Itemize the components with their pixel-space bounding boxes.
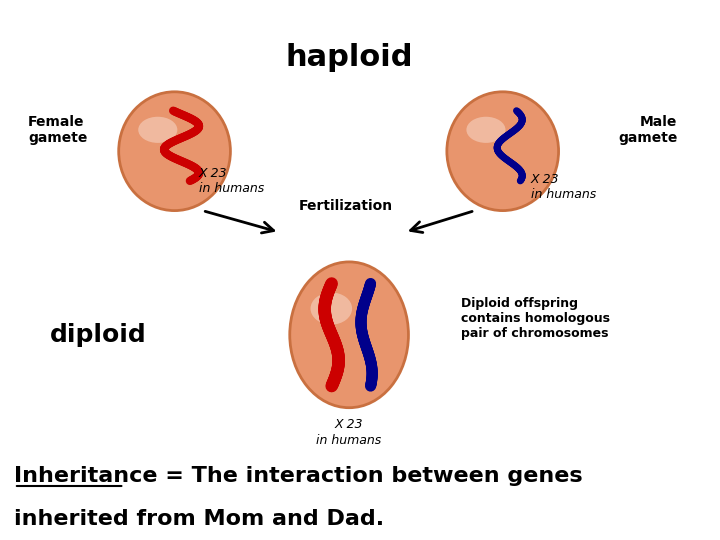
Ellipse shape [119,92,230,211]
Text: Male
gamete: Male gamete [618,114,678,145]
Text: Inheritance = The interaction between genes: Inheritance = The interaction between ge… [14,466,582,486]
Ellipse shape [289,262,408,408]
Text: X 23
in humans: X 23 in humans [317,418,382,447]
Text: Diploid offspring
contains homologous
pair of chromosomes: Diploid offspring contains homologous pa… [461,297,610,340]
Text: diploid: diploid [50,323,147,347]
Text: Fertilization: Fertilization [299,199,392,213]
Ellipse shape [467,117,505,143]
Text: X 23
in humans: X 23 in humans [199,167,264,195]
Ellipse shape [310,293,352,325]
Text: haploid: haploid [285,43,413,72]
Text: inherited from Mom and Dad.: inherited from Mom and Dad. [14,509,384,529]
Ellipse shape [138,117,177,143]
Text: Female
gamete: Female gamete [28,114,87,145]
Ellipse shape [447,92,559,211]
Text: X 23
in humans: X 23 in humans [531,173,596,201]
